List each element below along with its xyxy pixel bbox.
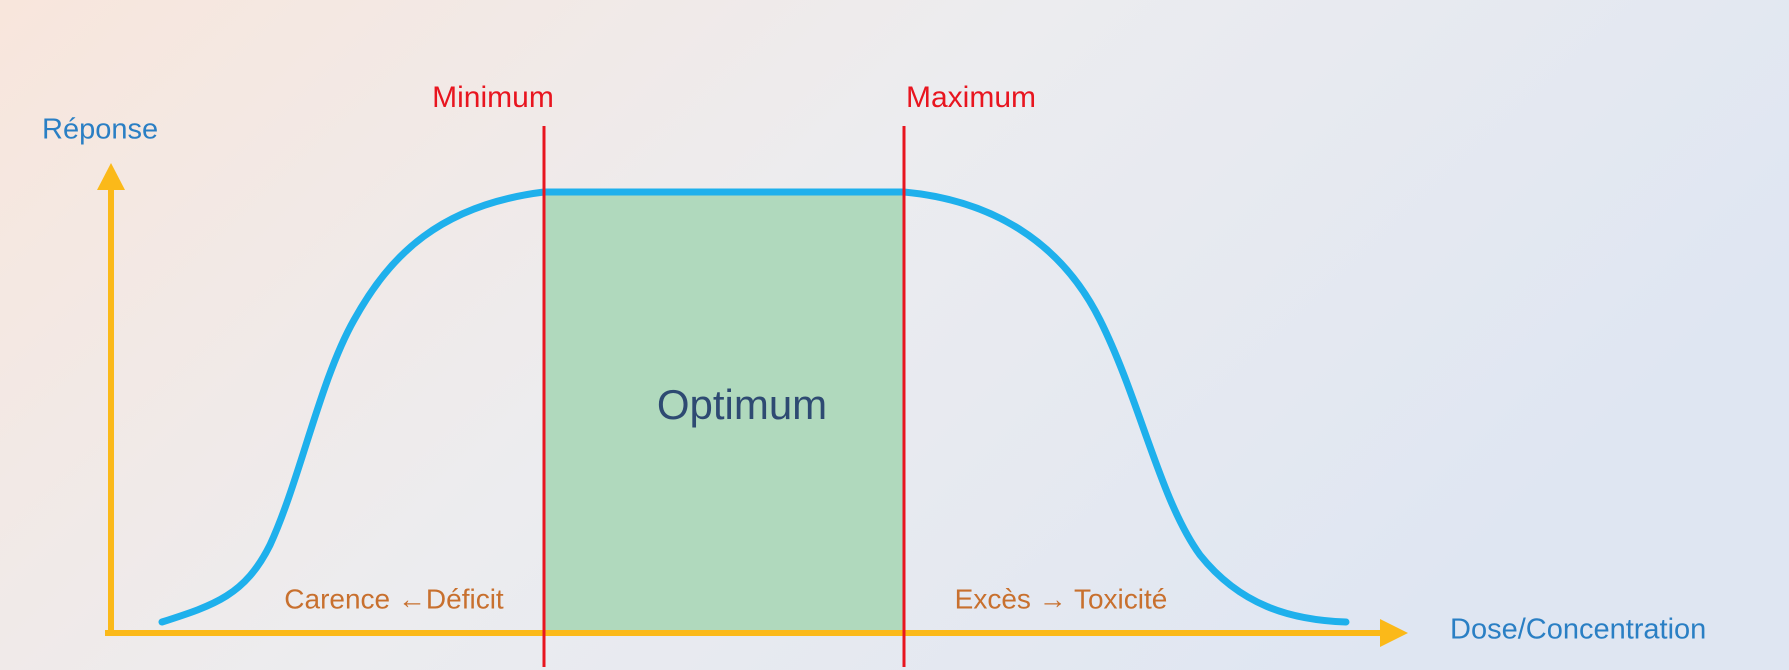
optimum-zone (544, 192, 904, 633)
x-axis-arrow (1380, 619, 1408, 647)
response-curve (158, 188, 1350, 626)
optimum-label: Optimum (657, 381, 827, 428)
maximum-label: Maximum (906, 81, 1036, 114)
x-axis-label: Dose/Concentration (1450, 614, 1706, 646)
excess-label: Excès → Toxicité (955, 583, 1168, 614)
minimum-label: Minimum (432, 81, 554, 114)
deficit-label: Carence ←Déficit (284, 583, 504, 614)
y-axis-arrow (97, 163, 125, 190)
y-axis-label: Réponse (42, 114, 158, 146)
